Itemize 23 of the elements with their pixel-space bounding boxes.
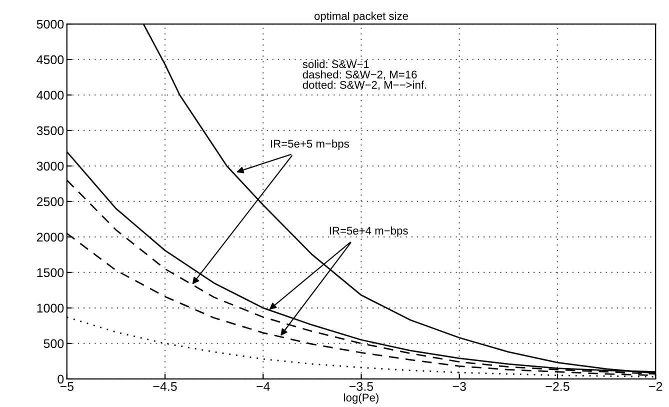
- annotation: IR=5e+5 m−bps: [271, 140, 349, 150]
- x-tick-label: −3: [452, 382, 466, 391]
- y-tick-label: 3000: [36, 162, 64, 171]
- x-axis-title: log(Pe): [344, 393, 378, 404]
- annotation: solid: S&W−1 dashed: S&W−2, M=16 dotted: S&W−2, M−−>inf.: [302, 60, 426, 90]
- x-tick-label: −2.5: [546, 382, 570, 391]
- y-tick-label: 2500: [36, 197, 64, 206]
- y-tick-label: 4000: [36, 90, 64, 100]
- y-tick-label: 0: [58, 374, 64, 384]
- y-tick-label: 2000: [36, 232, 64, 242]
- y-tick-label: 5000: [36, 20, 64, 29]
- annotation: IR=5e+4 m−bps: [330, 226, 408, 237]
- y-tick-label: 3500: [36, 126, 64, 136]
- y-tick-label: 500: [44, 339, 64, 348]
- x-tick-label: −4: [256, 382, 270, 391]
- x-tick-label: −5: [60, 382, 74, 391]
- y-tick-label: 1500: [37, 268, 64, 278]
- x-tick-label: −4.5: [153, 382, 177, 391]
- x-tick-label: −2: [649, 382, 662, 391]
- y-tick-label: 1000: [37, 304, 64, 313]
- y-tick-label: 4500: [36, 55, 64, 64]
- x-tick-label: −3.5: [350, 382, 374, 391]
- chart-title: optimal packet size: [314, 12, 408, 22]
